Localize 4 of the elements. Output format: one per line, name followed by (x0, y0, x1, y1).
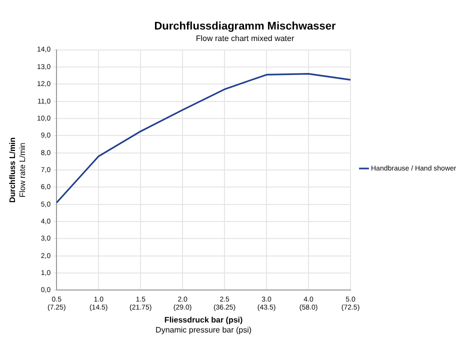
chart-title: Durchflussdiagramm Mischwasser (154, 20, 336, 33)
chart-subtitle: Flow rate chart mixed water (196, 34, 294, 44)
y-axis-title: Durchfluss L/min Flow rate L/min (8, 137, 27, 203)
x-axis-title: Fliessdruck bar (psi) Dynamic pressure bar (psi) (156, 315, 252, 334)
